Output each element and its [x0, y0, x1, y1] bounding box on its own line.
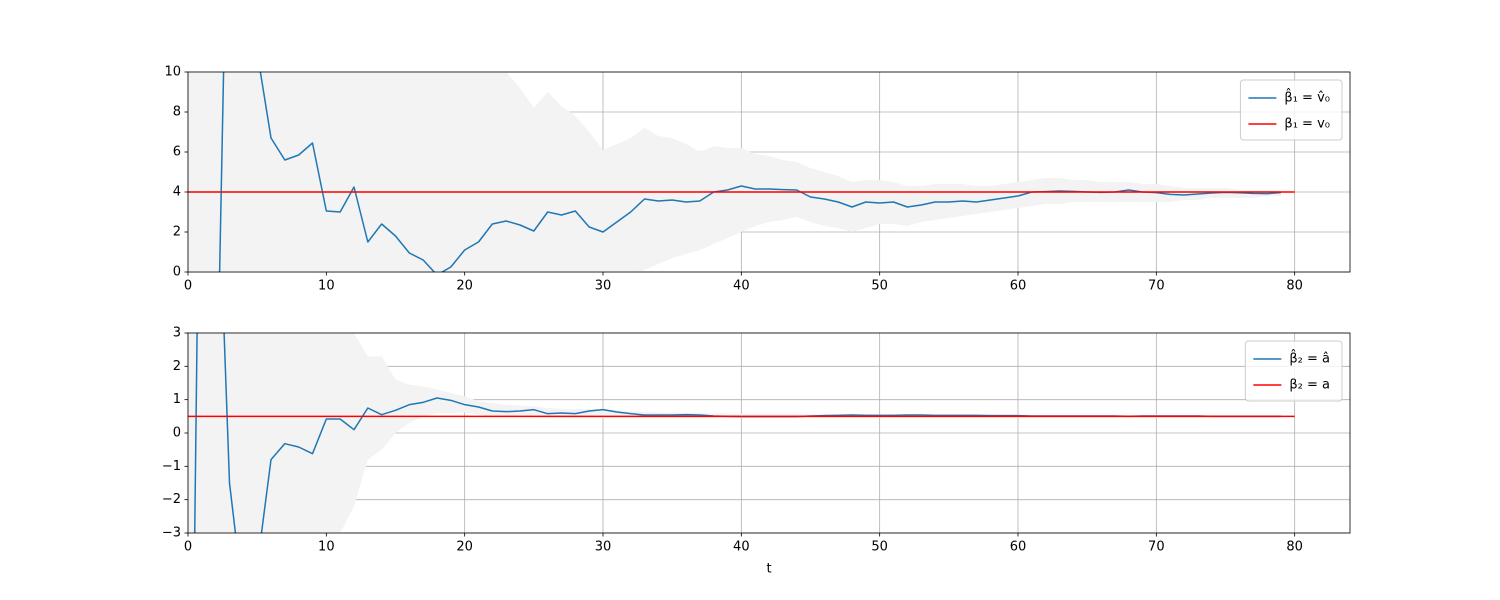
x-tick-label: 0 — [184, 279, 192, 294]
x-tick-label: 30 — [595, 279, 612, 294]
x-tick-label: 50 — [871, 540, 888, 555]
x-tick-label: 20 — [456, 540, 473, 555]
y-tick-label: 3 — [173, 326, 181, 341]
x-tick-label: 40 — [733, 540, 750, 555]
x-axis-label: t — [766, 562, 771, 577]
legend: β̂₁ = v̂₀ β₁ = v₀ — [1239, 79, 1343, 141]
y-tick-label: 2 — [173, 225, 181, 240]
axes: 0 10 20 30 40 50 60 70 80 −3 −2 −1 0 1 2 3 t β̂₂ = â β₂ = … — [162, 326, 1351, 577]
x-tick-label: 70 — [1148, 540, 1165, 555]
legend-label: β̂₂ = â — [1289, 349, 1330, 366]
legend: β̂₂ = â β₂ = a — [1244, 340, 1343, 402]
legend-box — [1239, 79, 1343, 141]
y-tick-label: 8 — [173, 105, 181, 120]
y-tick-label: 10 — [164, 65, 181, 80]
x-tick-label: 30 — [595, 540, 612, 555]
y-tick-label: 0 — [173, 265, 181, 280]
x-tick-label: 50 — [871, 279, 888, 294]
x-tick-label: 0 — [184, 540, 192, 555]
y-tick-label: −3 — [162, 526, 181, 541]
x-tick-label: 60 — [1010, 540, 1027, 555]
axes-frame — [187, 71, 1351, 273]
x-tick-label: 10 — [318, 279, 335, 294]
x-tick-label: 40 — [733, 279, 750, 294]
confidence-band — [188, 72, 1281, 272]
y-tick-label: 2 — [173, 359, 181, 374]
confidence-band — [188, 333, 1281, 533]
x-tick-label: 80 — [1286, 540, 1303, 555]
x-tick-label: 60 — [1010, 279, 1027, 294]
y-tick-label: −2 — [162, 492, 181, 507]
y-tick-label: 0 — [173, 426, 181, 441]
legend-label: β₁ = v₀ — [1284, 117, 1330, 132]
y-tick-label: 6 — [173, 145, 181, 160]
legend-label: β̂₁ = v̂₀ — [1284, 88, 1330, 105]
y-tick-label: −1 — [162, 459, 181, 474]
x-tick-label: 80 — [1286, 279, 1303, 294]
x-tick-label: 10 — [318, 540, 335, 555]
x-tick-label: 70 — [1148, 279, 1165, 294]
plot-area — [188, 72, 1295, 272]
axes-frame — [187, 332, 1351, 534]
axes: 0 10 20 30 40 50 60 70 80 0 2 4 6 8 10 β̂₁ = v̂₀ β₁ = v₀ — [164, 65, 1351, 294]
legend-label: β₂ = a — [1289, 378, 1330, 393]
legend-box — [1244, 340, 1343, 402]
plot-area — [188, 333, 1295, 533]
x-tick-label: 20 — [456, 279, 473, 294]
y-tick-label: 1 — [173, 392, 181, 407]
y-tick-label: 4 — [173, 185, 181, 200]
